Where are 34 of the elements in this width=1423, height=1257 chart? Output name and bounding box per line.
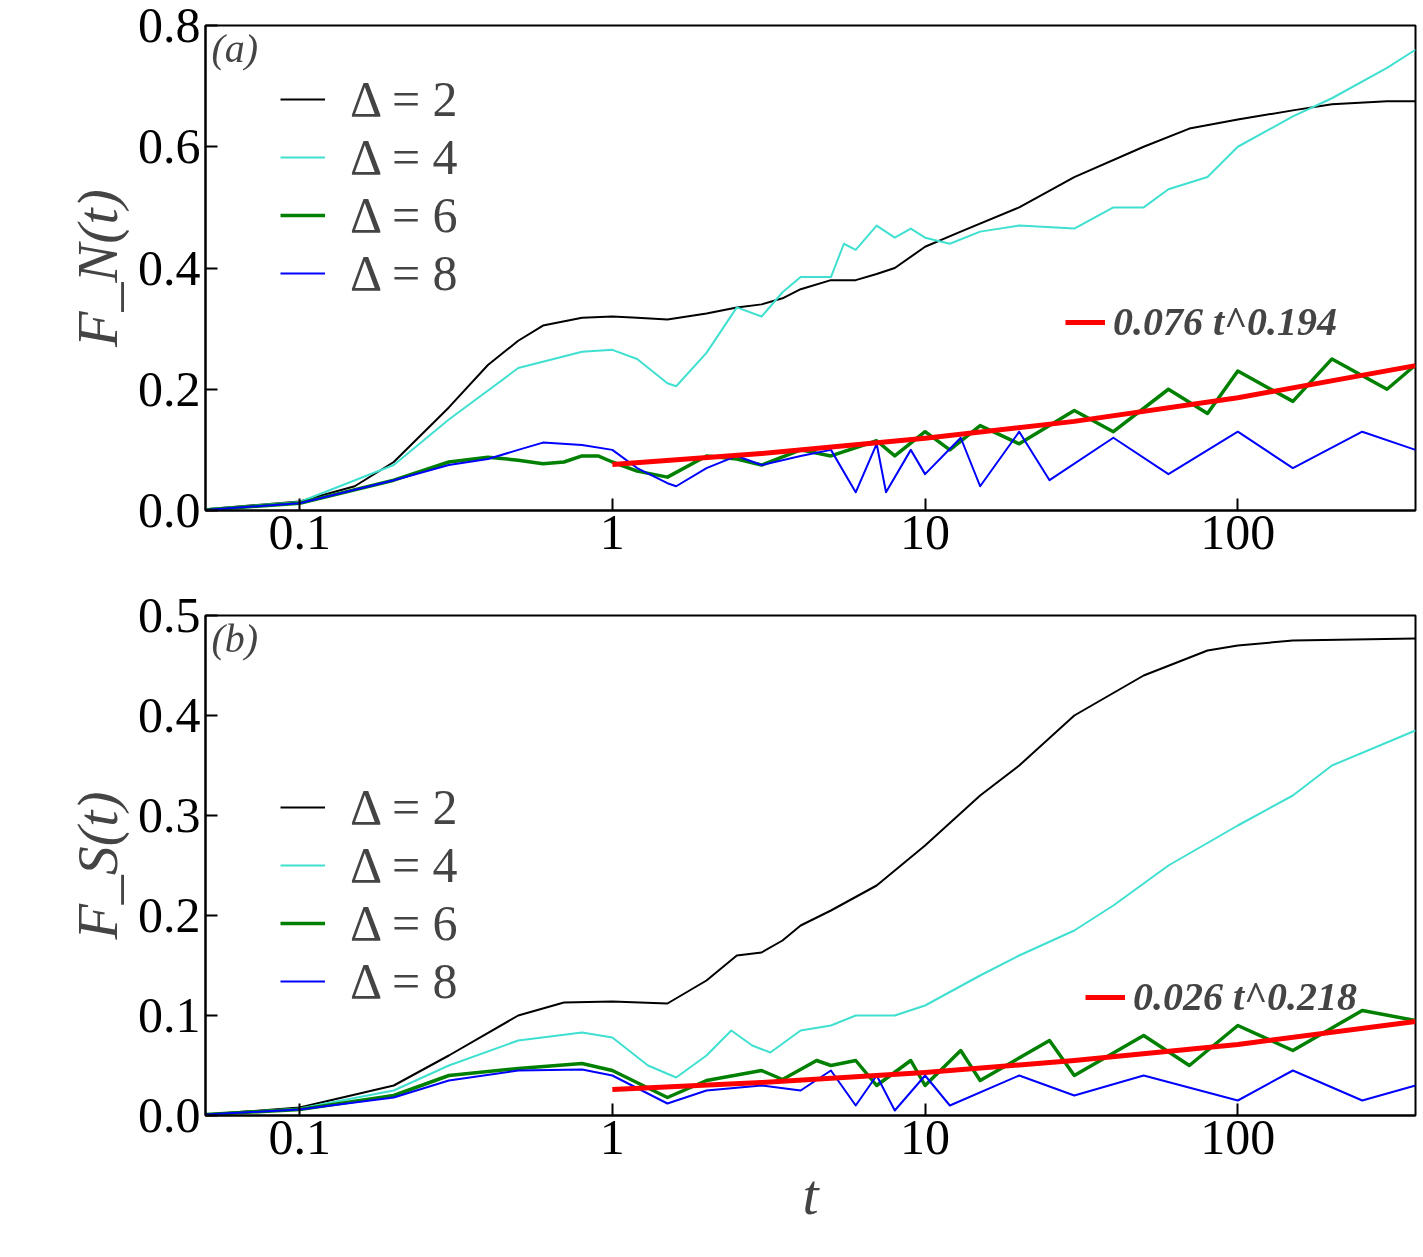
legend-label: Δ = 8 (350, 952, 458, 1010)
y-tick-label: 0.8 (138, 0, 201, 53)
x-tick-label: 10 (900, 1108, 951, 1165)
x-tick-label: 0.1 (268, 503, 331, 560)
y-tick-label: 0.4 (138, 239, 201, 296)
x-tick-label: 1 (599, 1108, 625, 1165)
legend-label: Δ = 2 (350, 778, 458, 836)
legend-label: Δ = 4 (350, 836, 458, 894)
legend-label: Δ = 8 (350, 244, 458, 302)
x-tick-label: 100 (1200, 1108, 1276, 1165)
annotation: (a) (211, 25, 259, 71)
y-tick-label: 0.1 (138, 987, 201, 1043)
y-tick-label: 0.2 (138, 887, 201, 943)
y-tick-label: 0.3 (138, 787, 201, 843)
x-tick-label: 10 (900, 503, 951, 560)
annotation: (b) (211, 615, 259, 661)
legend-label: Δ = 6 (350, 186, 458, 244)
legend-label: Δ = 2 (350, 70, 458, 128)
legend-label: 0.026 t^0.218 (1133, 973, 1357, 1020)
y-axis-title: F_N(t) (65, 189, 130, 348)
y-axis-title: F_S(t) (65, 791, 130, 941)
y-tick-label: 0.5 (138, 587, 201, 643)
y-tick-label: 0.0 (138, 1087, 201, 1143)
y-tick-label: 0.6 (138, 118, 201, 175)
x-tick-label: 1 (599, 503, 625, 560)
x-tick-label: 100 (1200, 503, 1276, 560)
x-axis-title: t (802, 1161, 821, 1227)
y-tick-label: 0.4 (138, 687, 201, 743)
legend-label: Δ = 4 (350, 128, 458, 186)
y-tick-label: 0.2 (138, 360, 201, 417)
x-tick-label: 0.1 (268, 1108, 331, 1165)
y-tick-label: 0.0 (138, 482, 201, 538)
legend-label: Δ = 6 (350, 894, 458, 952)
legend-label: 0.076 t^0.194 (1113, 298, 1337, 345)
